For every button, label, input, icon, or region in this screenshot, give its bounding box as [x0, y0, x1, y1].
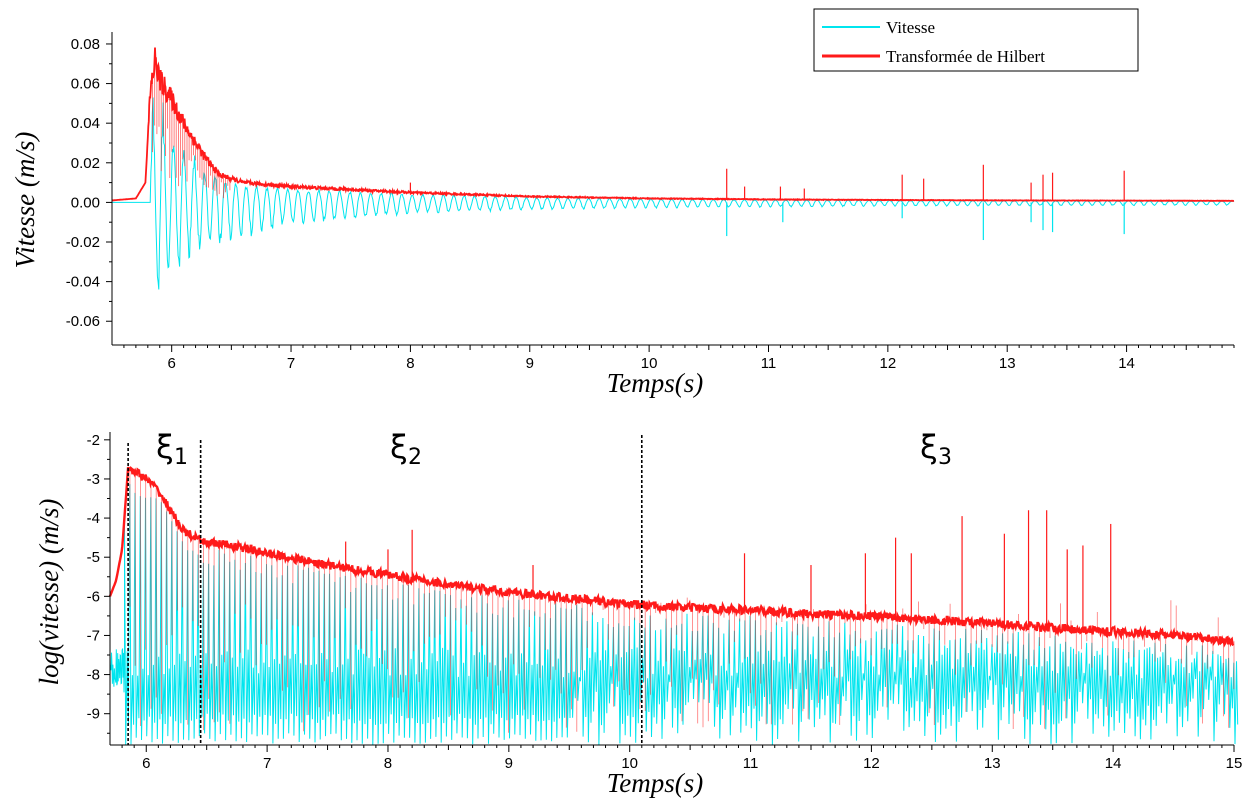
region-label-xi-3: ξ: [920, 428, 938, 466]
bottom-series-hilbert-line: [108, 466, 1235, 648]
bottom-x-tick-label: 13: [984, 755, 1001, 772]
top-x-tick-label: 12: [880, 355, 897, 372]
top-x-axis-title: Temps(s): [607, 368, 704, 398]
bottom-y-tick-label: -9: [87, 706, 100, 723]
bottom-x-tick-label: 11: [743, 755, 759, 772]
bottom-y-tick-label: -3: [87, 471, 100, 488]
top-signal-layer: [112, 47, 1235, 290]
top-y-tick-label: 0.04: [71, 115, 100, 132]
bottom-x-tick-label: 15: [1226, 755, 1243, 772]
bottom-x-tick-label: 12: [863, 755, 880, 772]
top-series-hilbert-line: [112, 47, 1235, 202]
bottom-y-tick-label: -4: [87, 510, 100, 527]
top-y-tick-label: 0.08: [71, 36, 100, 53]
top-x-tick-label: 13: [999, 355, 1016, 372]
bottom-series-vitesse-line: [109, 484, 1239, 745]
top-x-tick-label: 6: [168, 355, 176, 372]
top-y-tick-label: 0.02: [71, 155, 100, 172]
legend-label-vitesse: Vitesse: [886, 18, 935, 37]
bottom-x-tick-label: 6: [142, 755, 150, 772]
bottom-y-axis-title: log(vitesse) (m/s): [34, 499, 64, 686]
top-y-axis-title: Vitesse (m/s): [10, 132, 40, 269]
top-x-tick-label: 14: [1118, 355, 1135, 372]
top-y-tick-label: 0.06: [71, 76, 100, 93]
region-label-xi-1: ξ: [156, 428, 174, 466]
region-label-subscript: 3: [938, 445, 952, 470]
top-y-tick-label: -0.04: [66, 274, 100, 291]
region-label-subscript: 2: [408, 445, 422, 470]
velocity-chart: 0.08 0.06 0.04 0.02 0.00 -0.02 -0.04 -0.06 6 7 8 9 1…: [10, 32, 1235, 398]
legend-box: [813, 8, 1139, 72]
bottom-x-axis-title: Temps(s): [607, 768, 704, 798]
bottom-x-tick-label: 7: [263, 755, 271, 772]
region-label-xi-2: ξ: [390, 428, 408, 466]
bottom-y-tick-label: -2: [87, 432, 100, 449]
top-axes: 0.08 0.06 0.04 0.02 0.00 -0.02 -0.04 -0.06 6 7 8 9 1…: [66, 32, 1235, 372]
bottom-signal-layer: [108, 466, 1239, 745]
bottom-x-tick-label: 8: [384, 755, 392, 772]
legend-label-hilbert: Transformée de Hilbert: [886, 47, 1045, 66]
top-y-tick-label: -0.02: [66, 234, 100, 251]
bottom-x-tick-label: 10: [621, 755, 638, 772]
legend: Vitesse Transformée de Hilbert: [813, 8, 1139, 72]
top-y-tick-label: -0.06: [66, 313, 100, 330]
top-y-tick-label: 0.00: [71, 194, 100, 211]
bottom-x-tick-label: 9: [505, 755, 513, 772]
bottom-y-tick-label: -5: [87, 549, 100, 566]
top-x-tick-label: 8: [406, 355, 414, 372]
top-x-tick-label: 10: [641, 355, 658, 372]
bottom-y-tick-label: -6: [87, 588, 100, 605]
top-series-vitesse-line: [112, 97, 1235, 290]
bottom-y-tick-label: -8: [87, 667, 100, 684]
bottom-axes: -2-3-4-5-6-7-8-96 7 8 9 10 11 12 13 14 15: [87, 432, 1243, 772]
bottom-y-tick-label: -7: [87, 627, 100, 644]
top-x-tick-label: 11: [761, 355, 777, 372]
region-label-subscript: 1: [174, 445, 188, 470]
top-x-tick-label: 7: [287, 355, 295, 372]
bottom-x-tick-label: 14: [1105, 755, 1122, 772]
top-x-tick-label: 9: [526, 355, 534, 372]
